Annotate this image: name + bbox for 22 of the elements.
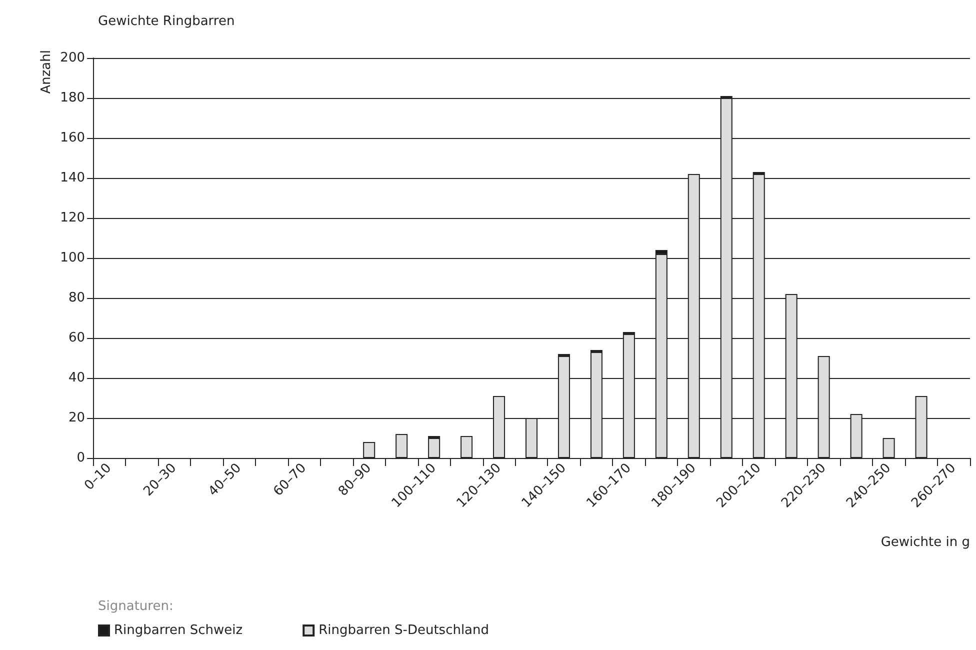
x-axis-title: Gewichte in g	[880, 535, 970, 550]
y-tick-label: 20	[68, 410, 85, 426]
bar	[460, 436, 473, 458]
y-tick-label: 60	[68, 330, 85, 346]
y-tick-label: 180	[60, 90, 85, 106]
y-tick-label: 40	[68, 370, 85, 386]
y-tick-label: 0	[76, 450, 85, 466]
bar	[363, 442, 376, 458]
legend-label: Ringbarren S-Deutschland	[318, 623, 490, 638]
bar	[396, 434, 408, 458]
bar	[882, 438, 895, 458]
bar	[428, 438, 440, 458]
legend-title: Signaturen:	[98, 599, 174, 614]
y-tick-label: 80	[68, 290, 85, 306]
y-tick-label: 100	[60, 250, 85, 266]
y-tick-label: 140	[60, 170, 85, 186]
y-tick-label: 120	[60, 210, 85, 226]
chart-title: Gewichte Ringbarren	[98, 14, 235, 29]
legend-label: Ringbarren Schweiz	[114, 623, 243, 638]
y-tick-label: 160	[60, 130, 85, 146]
y-axis-title: Anzahl	[39, 50, 54, 94]
y-tick-label: 200	[60, 50, 85, 66]
